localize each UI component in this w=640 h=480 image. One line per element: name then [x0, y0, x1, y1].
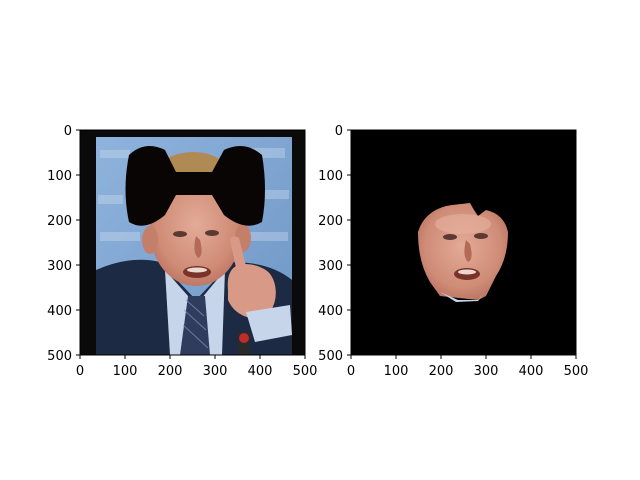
left-y-tick-label: 400 [47, 304, 72, 319]
bow-tie-mask [125, 146, 265, 226]
right-y-tick-label: 100 [318, 169, 343, 184]
pointing-hand [227, 264, 276, 318]
right-x-axis [350, 355, 577, 359]
right-y-tick-label: 0 [335, 124, 343, 139]
left-x-axis [79, 355, 306, 359]
right-panel: 0 100 200 300 400 500 0 100 200 300 400 … [318, 124, 588, 379]
right-x-tick-label: 200 [429, 364, 454, 379]
left-x-tick-label: 400 [248, 364, 273, 379]
right-axes-frame [350, 129, 577, 356]
right-y-tick-label: 500 [318, 349, 343, 364]
left-axes-frame [79, 129, 306, 356]
left-image [80, 130, 305, 355]
left-y-tick-label: 500 [47, 349, 72, 364]
right-x-tick-label: 100 [384, 364, 409, 379]
left-y-tick-label: 0 [64, 124, 72, 139]
right-x-tick-label: 500 [564, 364, 589, 379]
left-panel: 0 100 200 300 400 500 0 100 200 300 400 … [47, 124, 317, 379]
right-y-tick-label: 200 [318, 214, 343, 229]
right-image [351, 130, 576, 355]
right-y-axis [347, 129, 351, 356]
left-y-tick-label: 100 [47, 169, 72, 184]
left-x-tick-label: 200 [158, 364, 183, 379]
right-x-tick-label: 0 [347, 364, 355, 379]
left-x-tick-label: 100 [113, 364, 138, 379]
left-y-tick-label: 300 [47, 259, 72, 274]
right-x-tick-label: 300 [474, 364, 499, 379]
left-y-axis [76, 129, 80, 356]
left-x-tick-label: 0 [76, 364, 84, 379]
right-x-tick-label: 400 [519, 364, 544, 379]
right-y-tick-label: 400 [318, 304, 343, 319]
segmented-face [418, 203, 508, 302]
right-y-tick-label: 300 [318, 259, 343, 274]
left-x-tick-label: 500 [293, 364, 318, 379]
left-x-tick-label: 300 [203, 364, 228, 379]
left-y-tick-label: 200 [47, 214, 72, 229]
